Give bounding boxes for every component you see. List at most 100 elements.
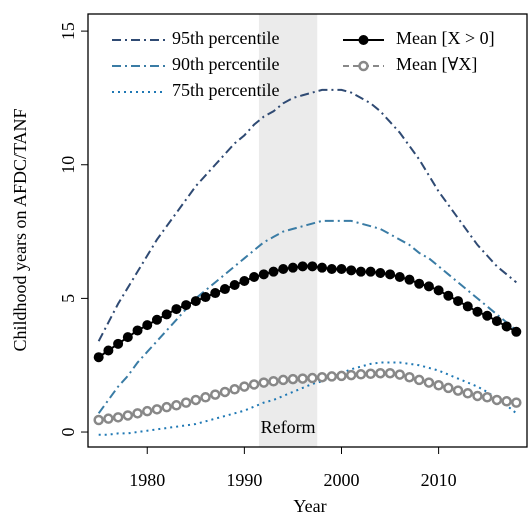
data-point — [219, 284, 230, 295]
data-point — [122, 332, 133, 343]
data-point — [171, 400, 182, 411]
data-point — [181, 300, 192, 311]
data-point — [258, 269, 269, 280]
data-point — [462, 388, 474, 399]
x-tick-label: 1980 — [129, 470, 165, 490]
data-point — [491, 316, 502, 327]
data-point — [190, 296, 201, 307]
data-point — [423, 281, 434, 292]
data-point — [307, 261, 318, 272]
data-point — [413, 374, 425, 386]
series-line — [97, 88, 517, 342]
data-point — [365, 368, 376, 380]
data-point — [277, 374, 289, 386]
data-point — [336, 263, 347, 274]
data-point — [200, 292, 211, 303]
data-point — [491, 394, 503, 406]
data-point — [384, 367, 396, 379]
data-point — [452, 385, 464, 396]
data-point — [209, 389, 221, 400]
x-tick-label: 2010 — [421, 470, 457, 490]
data-point — [219, 386, 231, 398]
data-point — [151, 314, 162, 325]
data-point — [316, 371, 328, 383]
data-point — [355, 266, 366, 277]
data-point — [239, 381, 250, 392]
data-point — [443, 290, 454, 301]
data-point — [404, 371, 415, 383]
data-point — [414, 278, 425, 289]
legend-marker — [358, 60, 369, 72]
data-point — [394, 369, 406, 380]
data-point — [394, 272, 405, 283]
reform-band — [258, 14, 318, 447]
data-point — [268, 375, 279, 387]
data-point — [297, 373, 308, 384]
data-point — [317, 262, 328, 273]
data-point — [511, 326, 522, 337]
data-point — [375, 367, 386, 379]
x-tick-label: 1990 — [226, 470, 262, 490]
data-point — [346, 265, 357, 276]
data-point — [268, 266, 279, 277]
data-point — [239, 276, 250, 287]
data-point — [161, 401, 172, 413]
data-point — [365, 266, 376, 277]
data-point — [258, 377, 270, 388]
data-point — [210, 288, 221, 299]
legend-label: Mean [∀X] — [396, 54, 477, 74]
data-point — [385, 269, 396, 280]
data-point — [307, 372, 318, 384]
data-point — [141, 405, 153, 417]
data-point — [171, 304, 182, 315]
data-point — [433, 380, 444, 391]
data-point — [423, 377, 435, 388]
data-point — [501, 396, 512, 407]
data-point — [375, 267, 386, 278]
data-point — [200, 392, 211, 403]
data-point — [472, 306, 483, 317]
data-point — [287, 373, 299, 385]
data-point — [142, 320, 153, 331]
data-point — [355, 369, 367, 380]
data-point — [249, 272, 260, 283]
data-point — [151, 404, 163, 415]
data-point — [326, 263, 337, 274]
data-point — [297, 261, 308, 272]
data-point — [93, 414, 104, 426]
data-point — [103, 413, 114, 424]
data-point — [113, 338, 124, 349]
data-point — [161, 309, 172, 320]
data-point — [103, 345, 114, 356]
reform-label: Reform — [261, 417, 316, 437]
legend-marker — [358, 35, 369, 45]
data-point — [404, 274, 415, 285]
data-point — [443, 382, 454, 394]
data-point — [482, 310, 493, 321]
data-point — [481, 392, 493, 403]
y-axis-label: Childhood years on AFDC/TANF — [10, 108, 30, 351]
legend-label: 90th percentile — [172, 54, 279, 74]
y-tick-label: 10 — [58, 156, 78, 174]
data-point — [180, 397, 192, 408]
data-point — [453, 296, 464, 307]
x-tick-label: 2000 — [323, 470, 359, 490]
data-point — [287, 262, 298, 273]
data-point — [190, 394, 202, 406]
data-point — [511, 397, 522, 408]
legend-label: 75th percentile — [172, 80, 279, 100]
data-point — [433, 285, 444, 296]
data-point — [93, 352, 104, 363]
plot-frame — [87, 13, 528, 448]
data-point — [345, 369, 357, 381]
x-axis-label: Year — [293, 496, 326, 516]
data-point — [229, 280, 240, 291]
data-point — [472, 390, 483, 402]
legend-label: 95th percentile — [172, 28, 279, 48]
data-point — [278, 263, 289, 274]
data-point — [336, 370, 347, 382]
data-point — [132, 408, 143, 419]
y-tick-label: 15 — [58, 22, 78, 40]
